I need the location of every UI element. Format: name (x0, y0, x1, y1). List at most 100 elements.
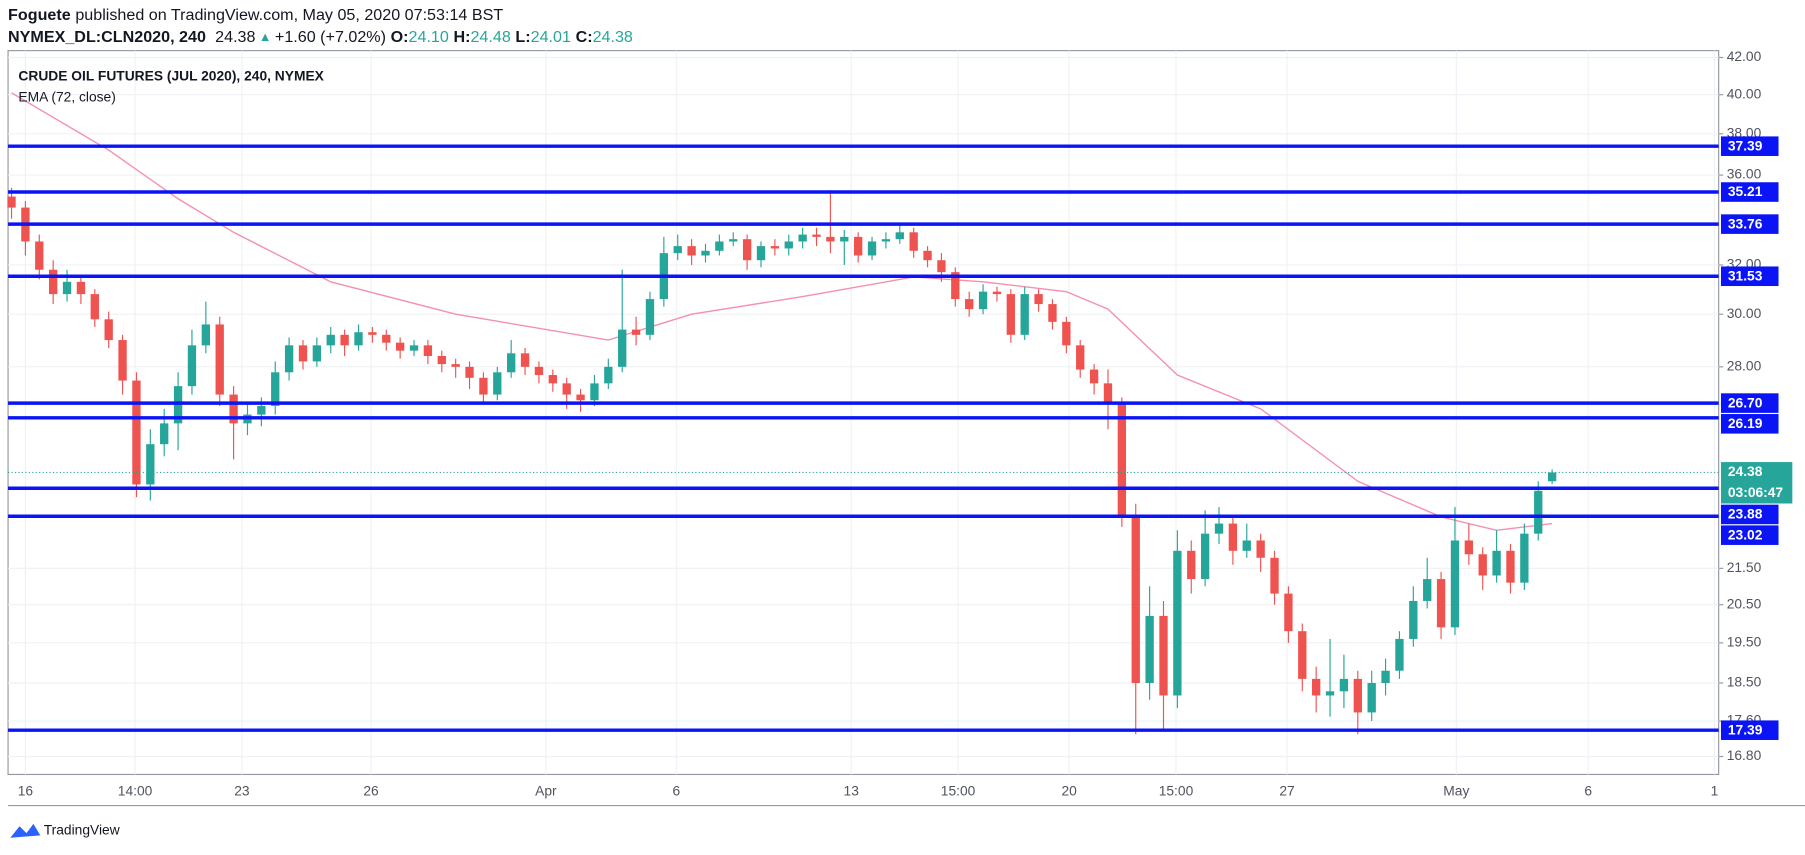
candle-body (90, 294, 99, 320)
candle-body (1353, 678, 1362, 713)
candle-body (146, 444, 155, 485)
candle-body (271, 372, 280, 406)
x-tick-label: 1 (1711, 782, 1719, 798)
change: +1.60 (+7.02%) (275, 28, 386, 46)
author: Foguete (8, 6, 71, 24)
candle-body (687, 246, 696, 256)
candle-body (965, 299, 974, 310)
candle-body (853, 236, 863, 256)
price-label: 31.53 (1728, 267, 1763, 283)
candle-body (1256, 540, 1265, 558)
candle-body (978, 291, 988, 310)
candle-body (951, 272, 960, 300)
candle-body (881, 239, 891, 242)
ohlc-label: H: (453, 28, 470, 46)
price-label-box (1720, 393, 1779, 413)
price-label: 35.21 (1728, 183, 1763, 199)
y-tick-label: 16.80 (1727, 747, 1762, 763)
candle-body (7, 196, 16, 208)
y-tick-label: 28.00 (1727, 357, 1762, 373)
candle-body (451, 364, 460, 367)
price-label-box (1720, 720, 1779, 740)
candle-body (118, 340, 127, 381)
candle-body (1048, 304, 1057, 322)
last: 24.38 (215, 28, 255, 46)
candle-body (49, 269, 58, 295)
candle-body (354, 332, 363, 346)
candle-body (631, 329, 641, 335)
candle-body (187, 345, 197, 387)
candle-body (201, 324, 210, 346)
candle-body (729, 239, 738, 242)
candle-body (618, 329, 627, 367)
ohlc-value: 24.38 (593, 28, 633, 46)
candle-body (160, 423, 169, 445)
x-tick-label: 6 (672, 782, 680, 798)
candle-body (465, 366, 474, 378)
candle-body (298, 345, 308, 362)
candle-body (1450, 540, 1460, 628)
symbol-line: NYMEX_DL:CLN2020, 240 24.38 ▲ +1.60 (+7.02%… (8, 28, 633, 46)
ohlc-value: 24.01 (531, 28, 571, 46)
candle-body (715, 241, 724, 251)
candle-body (1006, 294, 1015, 335)
candle-body (1506, 550, 1515, 583)
candle-body (437, 356, 446, 365)
plot-frame (7, 50, 1720, 776)
y-tick-label: 21.50 (1727, 559, 1762, 575)
price-label: 26.19 (1728, 415, 1763, 431)
candle-body (1117, 403, 1127, 517)
candle-body (826, 236, 835, 242)
candle-body (867, 241, 877, 256)
x-tick-label: 15:00 (1159, 782, 1194, 798)
x-tick-label: Apr (535, 782, 557, 798)
candle-body (507, 353, 516, 373)
candle-body (479, 377, 488, 395)
candle-body (1284, 593, 1293, 632)
y-tick-label: 30.00 (1727, 305, 1762, 321)
candle-body (1076, 345, 1085, 370)
x-tick-label: 26 (363, 782, 379, 798)
candle-body (840, 236, 849, 242)
candle-body (562, 383, 571, 395)
price-label: 23.02 (1728, 526, 1763, 542)
x-tick-label: 23 (234, 782, 250, 798)
candle-body (590, 383, 599, 401)
ohlc-value: 24.10 (409, 28, 449, 46)
candle-body (229, 394, 238, 424)
candle-body (62, 281, 72, 295)
arrow: ▲ (259, 30, 272, 44)
price-label-box (1720, 182, 1779, 202)
candle-body (1534, 490, 1543, 534)
y-tick-label: 42.00 (1727, 48, 1762, 64)
candle-body (1547, 472, 1557, 482)
ohlc-label: C: (576, 28, 593, 46)
brand-logo (10, 823, 41, 838)
published: published on TradingView.com, May 05, 20… (75, 6, 503, 24)
candle-body (812, 234, 821, 237)
candle-body (312, 345, 322, 362)
candle-body (1187, 550, 1196, 580)
candle-body (992, 291, 1002, 295)
y-tick-label: 20.50 (1727, 595, 1762, 611)
candle-body (909, 232, 918, 251)
candle-body (1423, 579, 1432, 601)
candle-body (548, 375, 557, 384)
candle-body (1381, 670, 1390, 683)
symbol: NYMEX_DL:CLN2020, 240 (8, 28, 206, 46)
candle-body (1270, 557, 1279, 594)
candle-body (576, 394, 585, 401)
candle-body (1478, 554, 1487, 576)
ohlc-value: 24.48 (470, 28, 510, 46)
candle-body (937, 260, 946, 273)
price-label-box (1720, 214, 1779, 234)
candle-body (382, 334, 391, 343)
candle-body (1464, 540, 1474, 555)
candle-body (1228, 523, 1238, 551)
candle-body (409, 345, 419, 351)
price-label-box (1720, 414, 1779, 434)
candle-body (284, 345, 294, 373)
price-label: 24.38 (1728, 463, 1763, 479)
candle-body (784, 241, 793, 249)
